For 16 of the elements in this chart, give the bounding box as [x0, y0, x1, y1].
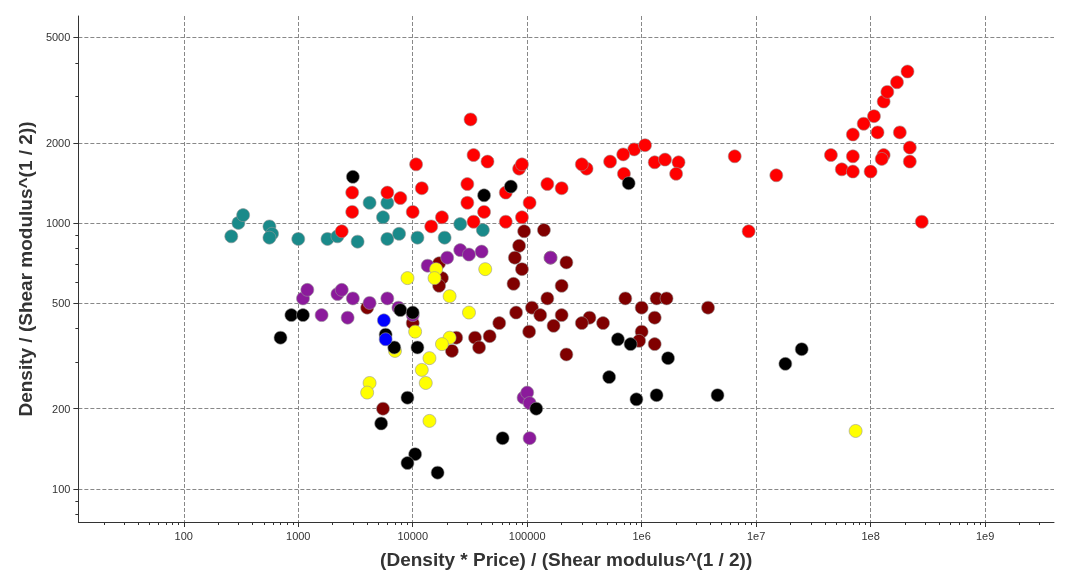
x-tick-label: 1e7	[746, 529, 766, 542]
x-tick-label: 10000	[397, 529, 429, 542]
x-axis-title: (Density * Price) / (Shear modulus^(1 / 2))	[380, 549, 753, 570]
x-tick-label: 100	[174, 529, 193, 542]
x-tick-label: 1e9	[975, 529, 995, 542]
x-tick-label: 100000	[508, 529, 546, 542]
y-tick-label: 5000	[45, 31, 71, 44]
x-tick-label: 1000	[286, 529, 311, 542]
y-tick-label: 1000	[45, 216, 71, 229]
y-axis-title: Density / (Shear modulus^(1 / 2))	[15, 121, 36, 417]
x-tick-label: 1e6	[632, 529, 651, 542]
y-tick-label: 200	[52, 402, 71, 415]
y-tick-label: 2000	[45, 136, 71, 149]
y-tick-label: 500	[52, 296, 71, 309]
y-tick-label: 100	[52, 482, 71, 495]
x-tick-label: 1e8	[861, 529, 880, 542]
